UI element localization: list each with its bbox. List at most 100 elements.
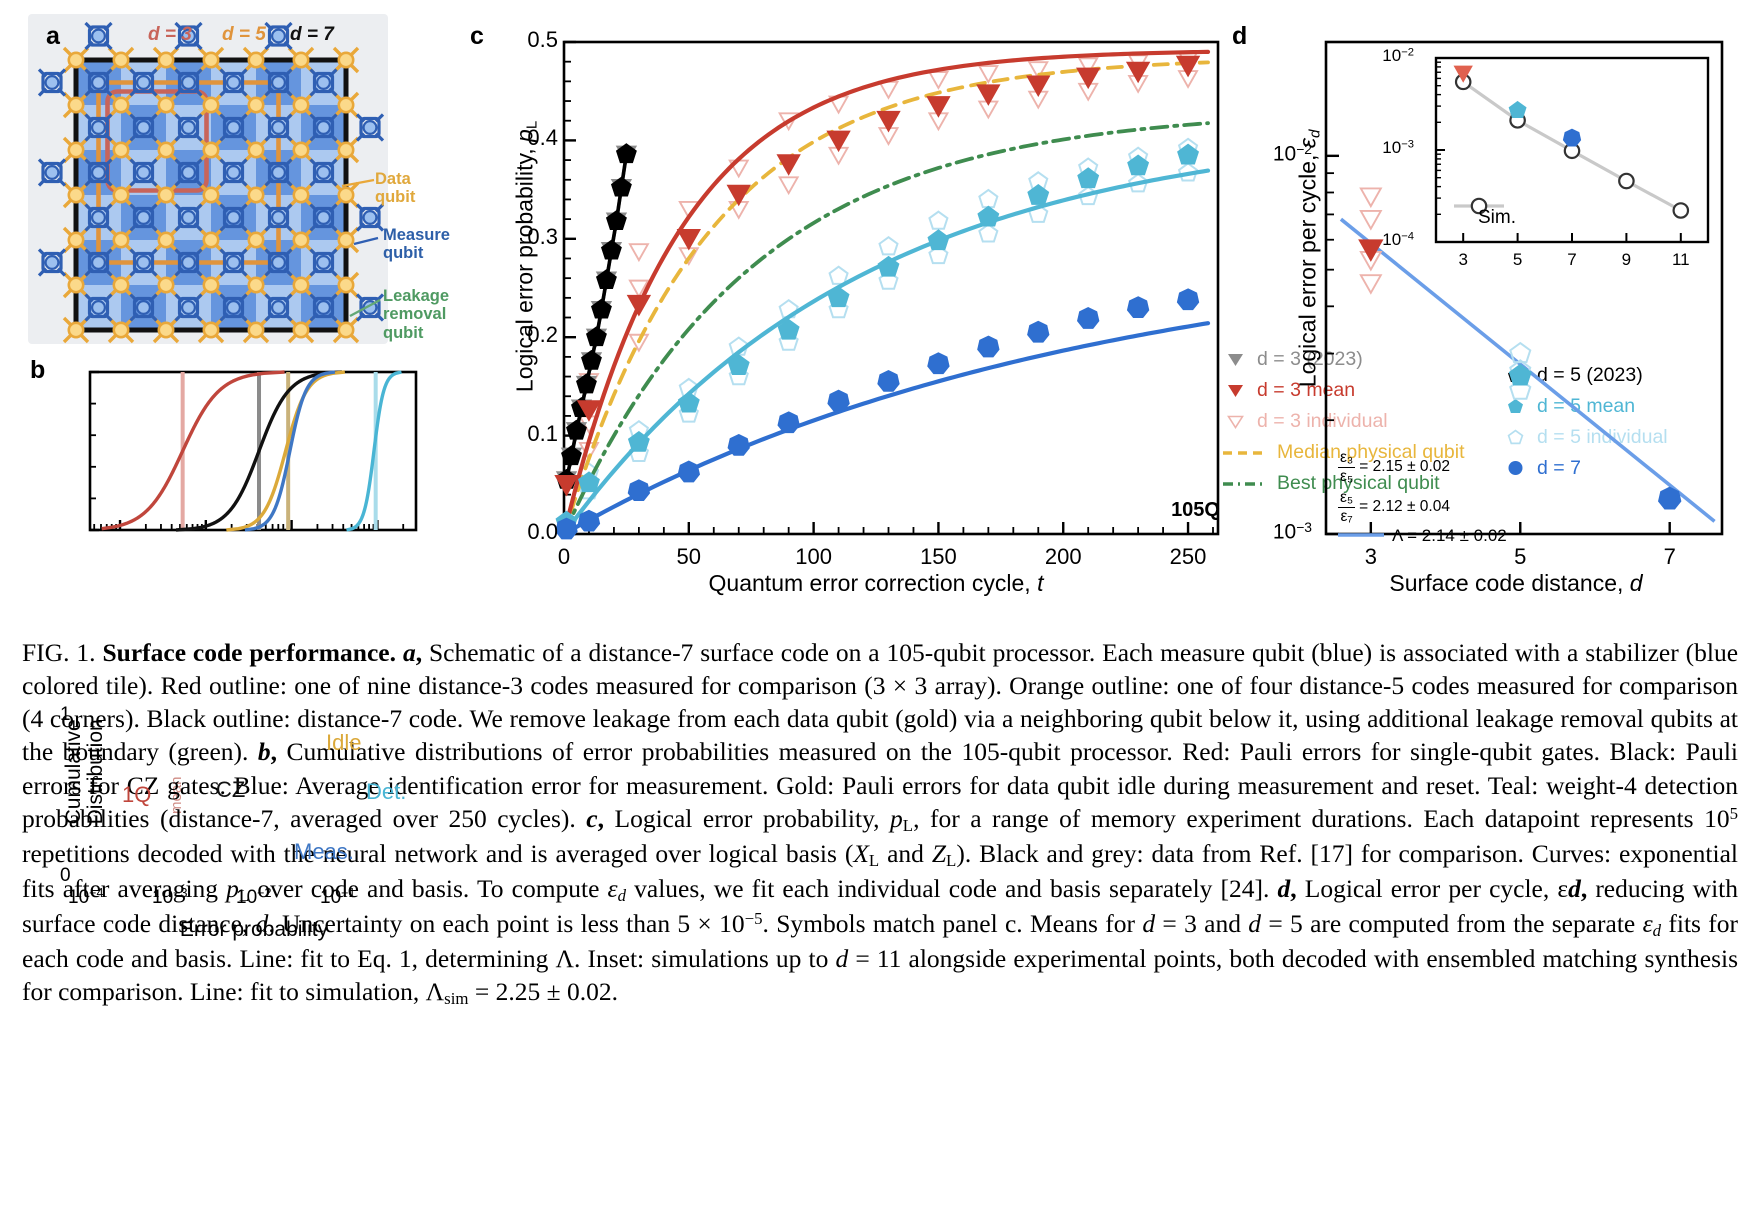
panel-c-xtick: 100 [795,544,832,569]
panel-d-inset-sim-label: Sim. [1478,207,1516,228]
panel-b-xtick-2: 10−3 [152,886,188,909]
legend-label-d3-individual: d = 3 individual [1257,410,1388,432]
panel-c-xtick: 50 [676,544,702,569]
legend-label-best-physical: Best physical qubit [1277,472,1440,494]
panel-b-curve-label-det: Det. [366,779,407,804]
panel-b-curve-label-meas: Meas. [294,839,354,864]
caption-title: Surface code performance. [102,638,396,667]
panel-a-leakage-qubit-annotation: Leakage removal qubit [383,287,449,342]
legend-item-d3-individual[interactable]: d = 3 individual [1222,406,1502,437]
panel-b-ytick-1: 1 [60,704,71,725]
leak-qubit-line2: removal [383,305,447,324]
panel-c-logical-error: Logical error probability, pL Quantum er… [466,14,1668,596]
ratio-35-den: ε₅ [1340,467,1354,485]
ratio-35-value: = 2.15 ± 0.02 [1359,458,1451,476]
panel-d-inset-xtick: 11 [1671,250,1690,269]
figure-caption: FIG. 1. Surface code performance. a, Sch… [22,636,1738,1010]
panel-d-error-per-cycle: Logical error per cycle, εd Surface code… [1256,14,1748,596]
panel-c-xtick: 250 [1169,544,1207,569]
legend-label-d7: d = 7 [1537,456,1581,479]
panel-a-label: a [46,22,60,50]
panel-d-xtick: 7 [1663,544,1676,569]
panel-c-ytick: 0.1 [527,420,558,446]
legend-label-d5-2023: d = 5 (2023) [1537,363,1643,386]
panel-b-cdf: Cumulative Distribution Error probabilit… [18,352,418,941]
panel-d-ytick: 10−2 [1272,140,1312,166]
measure-qubit-line2: qubit [383,244,424,263]
pentagon-open-icon [1502,429,1528,445]
panel-c-plot [554,40,1220,540]
panel-c-ytick: 0.4 [527,125,558,151]
panel-d-xtick: 3 [1364,544,1377,569]
panel-d-ytick: 10−3 [1272,519,1312,544]
pentagon-icon [1502,398,1528,414]
panel-a-measure-qubit-annotation: Measure qubit [383,226,450,263]
panel-a-code-label-d5: d = 5 [222,24,266,45]
legend-label-median-physical: Median physical qubit [1277,441,1465,463]
dashed-line-icon [1222,448,1268,458]
panel-a-lattice [37,21,385,344]
caption-body: a, Schematic of a distance-7 surface cod… [22,638,1739,1009]
legend-item-d5-individual[interactable]: d = 5 individual [1502,422,1692,453]
triangle-down-open-icon [1222,414,1248,429]
panel-b-curve-label-cz: CZ [216,777,246,802]
leak-qubit-line1: Leakage [383,287,450,305]
panel-b-curve-label-1q: 1Q [122,782,152,807]
data-qubit-line2: qubit [375,188,416,207]
panel-d-lambda-label: Λ = 2.14 ± 0.02 [1392,526,1507,545]
panel-c-xtick: 200 [1044,544,1082,569]
panel-c-ytick: 0.0 [527,519,558,544]
leak-qubit-line3: qubit [383,323,424,342]
panel-a-code-label-d7: d = 7 [290,24,334,45]
caption-fig-no: FIG. 1. [22,638,96,667]
ratio-57-value: = 2.12 ± 0.04 [1359,498,1450,516]
panel-d-ratio-35: ε₃ ε₅ = 2.15 ± 0.02 [1338,450,1450,485]
panel-d-xtick: 5 [1514,544,1527,569]
panel-a-code-label-d3: d = 3 [148,24,192,45]
legend-label-d5-mean: d = 5 mean [1537,394,1636,417]
heptagon-icon [1502,460,1528,476]
panel-d-inset-xtick: 3 [1458,250,1468,269]
panel-d-plot [1324,40,1724,537]
measure-qubit-line1: Measure [383,226,450,244]
panel-b-axes [88,370,418,532]
panel-d-inset-ytick: 10−4 [1382,230,1414,249]
legend-label-d3-2023: d = 3 (2023) [1257,348,1363,370]
panel-d-ratio-57: ε₅ ε₇ = 2.12 ± 0.04 [1338,490,1450,525]
ratio-57-num: ε₅ [1338,489,1356,508]
panel-b-xtick-4: 10−1 [320,886,356,909]
panel-d-inset-ytick: 10−3 [1382,138,1414,157]
legend-item-d3-2023[interactable]: d = 3 (2023) [1222,344,1502,375]
panel-d-label: d [1232,22,1248,50]
panel-c-legend: d = 3 (2023) d = 3 mean d = 3 individual [1222,348,1692,494]
panel-c-ytick: 0.5 [527,27,558,52]
legend-item-best-physical[interactable]: Best physical qubit [1222,468,1502,499]
panel-c-label: c [470,22,484,50]
panel-b-xtick-1: 10−4 [68,886,104,909]
legend-label-d5-individual: d = 5 individual [1537,425,1668,448]
panel-d-inset-xtick: 9 [1621,250,1632,269]
legend-item-median-physical[interactable]: Median physical qubit [1222,437,1502,468]
data-qubit-line1: Data [375,170,411,188]
legend-label-d3-mean: d = 3 mean [1257,379,1356,401]
triangle-down-icon [1222,383,1248,398]
panel-d-xlabel: Surface code distance, d [1389,570,1643,596]
panel-b-curve-label-idle: Idle [326,730,362,755]
panel-b-xlabel: Error probability [179,918,329,941]
panel-c-ytick: 0.3 [527,223,558,249]
legend-item-d5-mean[interactable]: d = 5 mean [1502,391,1692,422]
panel-d-inset-ytick: 10−2 [1382,46,1414,65]
panel-d-inset-xtick: 7 [1567,250,1577,269]
panel-b-ytick-0: 0 [60,865,71,886]
legend-item-d3-mean[interactable]: d = 3 mean [1222,375,1502,406]
ratio-35-num: ε₃ [1338,449,1356,468]
panel-c-xtick: 0 [557,544,571,569]
panel-c-xlabel: Quantum error correction cycle, t [708,570,1044,596]
figure-panels: a d = 3 d = 5 d = 7 [0,0,1760,941]
legend-item-d7[interactable]: d = 7 [1502,453,1692,484]
panel-a-data-qubit-annotation: Data qubit [375,170,415,207]
panel-b-xtick-3: 10−2 [236,886,272,909]
dashdot-line-icon [1222,479,1268,489]
panel-c-xtick: 150 [920,544,957,569]
panel-b-label: b [30,356,46,384]
